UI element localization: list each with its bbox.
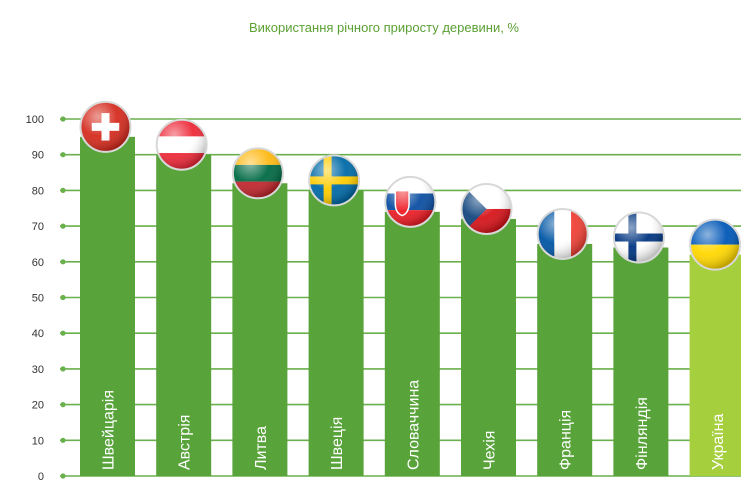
bar-6: [537, 243, 593, 476]
y-tick-label-100: 100: [26, 114, 44, 126]
y-tick-label-60: 60: [32, 257, 44, 269]
bar-4: [384, 211, 440, 476]
bar-8: [689, 254, 741, 476]
bar-3: [308, 190, 364, 476]
bar-label-5: Чехія: [482, 431, 499, 470]
y-axis: 0 10 20 30 40 50 60 70 80 90 100: [26, 114, 44, 482]
bar-label-2: Литва: [253, 426, 270, 470]
y-tick-label-40: 40: [32, 328, 44, 340]
bar-label-7: Фінляндія: [634, 397, 651, 470]
bar-label-8: Україна: [710, 413, 727, 470]
y-tick-label-70: 70: [32, 221, 44, 233]
flags: [79, 100, 741, 271]
tick-dot-70: [60, 223, 66, 229]
czechia-flag-icon: [460, 182, 513, 235]
bar-label-3: Швеція: [329, 417, 346, 470]
austria-flag-icon: [155, 118, 208, 171]
tick-dot-0: [60, 473, 66, 479]
y-tick-label-90: 90: [32, 150, 44, 162]
y-tick-label-50: 50: [32, 293, 44, 305]
y-tick-label-20: 20: [32, 400, 44, 412]
tick-dot-10: [60, 437, 66, 443]
lithuania-flag-icon: [231, 147, 284, 200]
bar-label-4: Словаччина: [405, 380, 422, 470]
finland-flag-icon: [612, 211, 665, 264]
tick-dot-100: [60, 116, 66, 122]
bar-5: [461, 218, 516, 476]
tick-dot-20: [60, 402, 66, 408]
bar-labels: Швейцарія Австрія Литва Швеція Словаччина Чех…: [101, 380, 728, 470]
y-tick-label-0: 0: [38, 471, 44, 482]
bar-0: [80, 136, 135, 476]
bars: [80, 136, 741, 476]
chart-title: Використання річного приросту деревини, …: [249, 20, 519, 35]
bar-label-6: Франція: [558, 410, 575, 470]
bar-7: [613, 247, 669, 476]
france-flag-icon: [536, 207, 589, 260]
bar-label-0: Швейцарія: [101, 390, 118, 470]
tick-dot-40: [60, 330, 66, 336]
tick-dot-50: [60, 294, 66, 301]
bar-label-1: Австрія: [177, 415, 194, 470]
y-tick-label-80: 80: [32, 185, 44, 197]
y-tick-label-10: 10: [32, 435, 44, 447]
y-tick-label-30: 30: [32, 364, 44, 376]
switzerland-flag-icon: [79, 100, 132, 153]
tick-dot-60: [60, 259, 66, 265]
tick-dot-30: [60, 366, 66, 372]
tick-dot-90: [60, 152, 66, 158]
bar-1: [156, 154, 212, 476]
slovakia-flag-icon: [384, 175, 437, 228]
sweden-flag-icon: [308, 154, 361, 207]
tick-dot-80: [60, 187, 66, 193]
ukraine-flag-icon: [689, 218, 741, 271]
bar-2: [232, 183, 288, 476]
